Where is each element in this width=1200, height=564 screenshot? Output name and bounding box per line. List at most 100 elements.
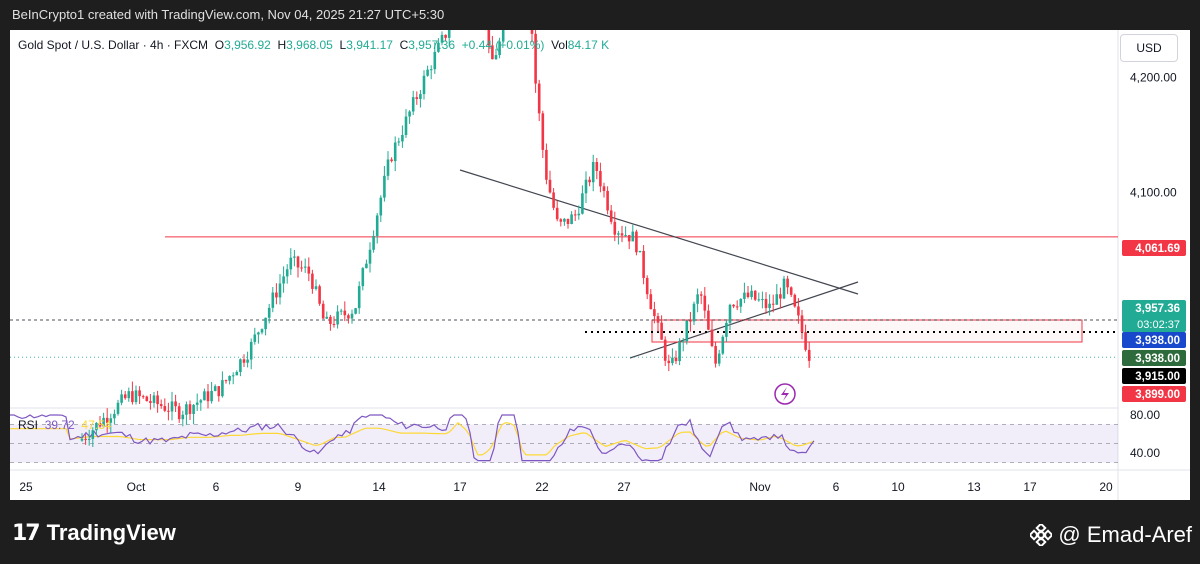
price-label-bg <box>1122 386 1186 402</box>
candle-body <box>307 266 311 274</box>
tradingview-logo[interactable]: 17 TradingView <box>12 520 176 546</box>
candle-body <box>113 413 116 419</box>
time-tick-label: 13 <box>967 480 981 494</box>
candle-body <box>350 313 354 319</box>
candle-body <box>782 278 786 299</box>
candle-body <box>411 97 415 112</box>
tradingview-logo-icon: 17 <box>12 520 41 546</box>
candle-body <box>440 34 444 43</box>
candle-body <box>703 295 707 311</box>
candle-body <box>609 210 613 222</box>
candle-body <box>573 214 577 216</box>
candle-body <box>91 430 95 439</box>
time-tick-label: 20 <box>1099 480 1113 494</box>
candle-body <box>447 30 451 38</box>
price-label-text: 3,899.00 <box>1135 389 1180 401</box>
candle-body <box>343 310 347 316</box>
candle-body <box>210 390 213 402</box>
price-label-text: 3,915.00 <box>1135 371 1180 383</box>
candle-body <box>167 410 170 412</box>
candle-body <box>314 286 318 289</box>
candle-body <box>339 310 343 312</box>
candle-body <box>563 218 566 222</box>
candle-body <box>606 190 609 211</box>
candle-body <box>329 316 332 324</box>
candle-body <box>156 395 159 405</box>
candle-body <box>145 396 149 402</box>
open-value: 3,956.92 <box>224 38 271 52</box>
candle-body <box>681 341 685 343</box>
candle-body <box>498 41 501 56</box>
price-tick-label: 4,100.00 <box>1130 186 1177 200</box>
candle-body <box>735 306 739 308</box>
candle-body <box>437 42 440 52</box>
candle-body <box>714 346 717 364</box>
candle-body <box>660 322 663 340</box>
time-tick-label: 6 <box>213 480 220 494</box>
candle-body <box>84 438 87 440</box>
candle-body <box>260 329 264 333</box>
binance-icon <box>1030 524 1053 546</box>
candle-body <box>318 286 321 304</box>
candle-body <box>487 30 491 46</box>
candle-body <box>768 303 771 309</box>
price-tick-label: 4,200.00 <box>1130 70 1177 84</box>
time-tick-label: 14 <box>372 480 386 494</box>
candle-body <box>379 197 383 216</box>
low-label: L <box>339 38 347 52</box>
candle-body <box>141 396 145 398</box>
candle-body <box>235 371 239 376</box>
candle-body <box>177 406 181 420</box>
candle-body <box>289 257 293 270</box>
rsi-tick-label: 80.00 <box>1130 408 1160 422</box>
candle-body <box>620 233 624 236</box>
candle-body <box>116 402 120 414</box>
candle-body <box>627 235 631 242</box>
candle-body <box>253 334 257 342</box>
currency-selector[interactable]: USD <box>1120 34 1178 62</box>
candle-body <box>541 113 545 150</box>
candle-body <box>372 235 375 250</box>
candle-body <box>710 329 714 347</box>
ohlc-legend: Gold Spot / U.S. Dollar · 4h · FXCM O3,9… <box>18 38 609 52</box>
candle-body <box>599 170 602 187</box>
footer: 17 TradingView @ Emad-Aref <box>0 500 1200 564</box>
candle-body <box>264 317 267 330</box>
candle-body <box>689 320 692 322</box>
low-value: 3,941.17 <box>346 38 393 52</box>
candle-body <box>267 307 271 318</box>
candle-body <box>95 422 98 431</box>
rsi-pane: 80.00 40.00 <box>10 408 1160 463</box>
candle-body <box>257 332 260 335</box>
candle-body <box>699 294 703 296</box>
candle-body <box>552 192 555 208</box>
candle-body <box>285 269 289 277</box>
tradingview-brand: TradingView <box>46 520 176 545</box>
rsi-label[interactable]: RSI <box>18 418 39 432</box>
candle-body <box>361 268 365 287</box>
candle-body <box>753 290 757 300</box>
candle-body <box>721 336 725 354</box>
candle-body <box>717 353 721 364</box>
drawing-lines <box>10 169 1118 359</box>
candle-body <box>775 294 779 305</box>
candle-body <box>645 277 649 295</box>
candle-body <box>192 404 195 414</box>
candle-body <box>674 357 678 362</box>
candle-body <box>390 159 393 162</box>
candle-body <box>131 391 134 403</box>
candle-body <box>581 193 584 214</box>
price-label-text: 3,938.00 <box>1135 353 1180 365</box>
candle-body <box>779 294 782 299</box>
candle-body <box>408 111 411 117</box>
time-tick-label: 10 <box>891 480 905 494</box>
symbol-name[interactable]: Gold Spot / U.S. Dollar · 4h · FXCM <box>18 38 209 52</box>
price-label-text: 3,957.36 <box>1135 303 1180 315</box>
high-value: 3,968.05 <box>286 38 333 52</box>
candle-body <box>375 215 379 236</box>
candle-body <box>325 316 329 319</box>
time-tick-label: 6 <box>833 480 840 494</box>
change-value: +0.44 (+0.01%) <box>461 38 545 52</box>
